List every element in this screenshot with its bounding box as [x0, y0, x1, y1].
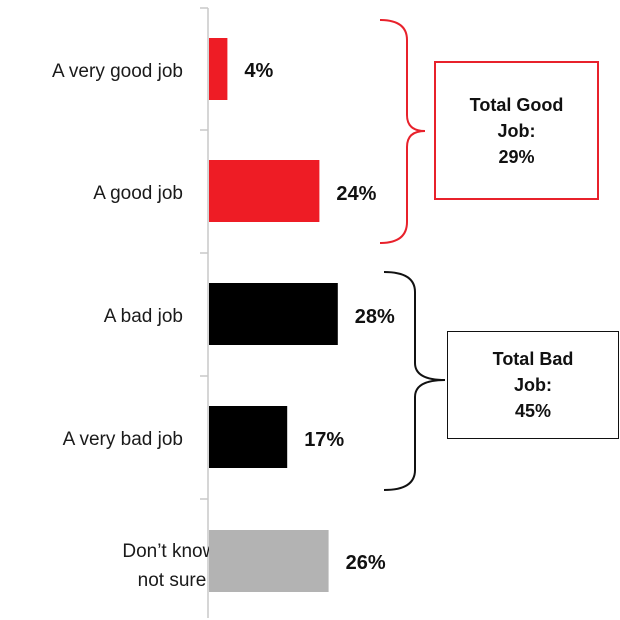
total-good-job-line: Job:: [497, 120, 536, 141]
y-axis: [200, 7, 209, 618]
bar: [209, 406, 288, 468]
category-label: A very good job: [52, 61, 183, 82]
value-label: 4%: [244, 60, 273, 82]
total-bad-job-value: 45%: [514, 401, 551, 421]
total-good-job-value: 29%: [498, 146, 535, 167]
category-labels: A very good job A good job A bad job A v…: [52, 61, 222, 591]
value-label: 17%: [304, 429, 344, 451]
value-label: 26%: [346, 552, 386, 574]
category-label: A bad job: [104, 306, 183, 327]
value-label: 28%: [355, 306, 395, 328]
bar: [209, 160, 320, 222]
total-bad-job-line: Total Bad: [492, 349, 574, 369]
total-bad-job-box: Total Bad Job: 45%: [447, 331, 619, 439]
bracket-good: [379, 19, 426, 244]
total-bad-job-line: Job:: [513, 375, 552, 395]
total-good-job-box: Total Good Job: 29%: [434, 61, 599, 200]
category-label-line: not sure: [138, 570, 207, 591]
bars: [209, 38, 338, 592]
value-label: 24%: [336, 183, 376, 205]
category-label-line: Don’t know/: [122, 541, 222, 562]
bar: [209, 38, 228, 100]
total-good-job-line: Total Good: [469, 94, 564, 115]
category-label: A good job: [93, 183, 183, 204]
bar: [209, 283, 338, 345]
bracket-bad: [383, 271, 446, 491]
value-labels: 4% 24% 28% 17% 26%: [244, 60, 395, 574]
category-label: A very bad job: [63, 429, 183, 450]
bar: [209, 530, 329, 592]
category-label: Don’t know/not sure: [122, 541, 222, 591]
